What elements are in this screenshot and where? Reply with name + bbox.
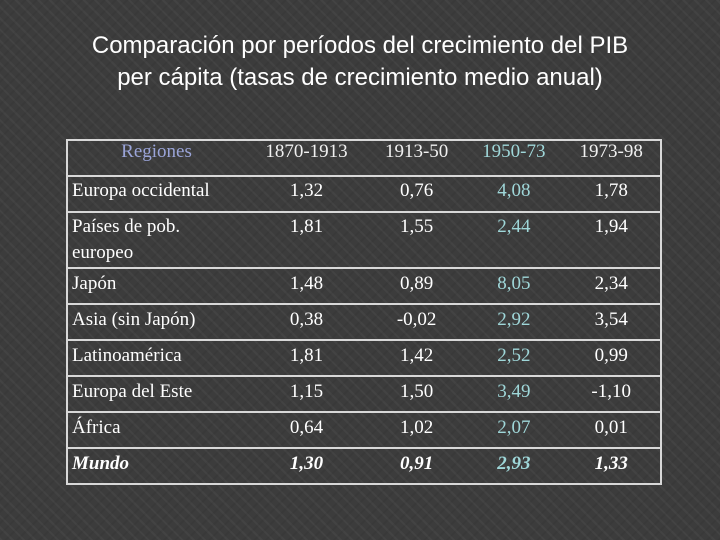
region-cell: Europa del Este (67, 376, 245, 413)
region-cell: Países de pob. europeo (67, 212, 245, 269)
region-cell: Asia (sin Japón) (67, 304, 245, 341)
header-regions: Regiones (67, 140, 245, 177)
value-cell: 1,32 (245, 176, 369, 213)
value-cell: -0,02 (368, 304, 466, 341)
value-cell: 1,78 (562, 176, 661, 213)
value-cell: 4,08 (465, 176, 563, 213)
value-cell: 3,49 (465, 376, 563, 413)
table-row: Latinoamérica 1,81 1,42 2,52 0,99 (67, 340, 661, 377)
value-cell: 2,92 (465, 304, 563, 341)
value-cell: 1,30 (289, 453, 324, 474)
value-cell: -1,10 (562, 376, 661, 413)
value-cell: 1,50 (368, 376, 466, 413)
value-cell: 0,64 (245, 412, 369, 449)
value-cell: 2,52 (465, 340, 563, 377)
slide-title: Comparación por períodos del crecimiento… (0, 30, 720, 94)
value-cell: 0,76 (368, 176, 466, 213)
header-period-1913-50: 1913-50 (368, 140, 466, 177)
value-cell: 1,33 (594, 453, 628, 474)
table-row: África 0,64 1,02 2,07 0,01 (67, 412, 661, 449)
region-cell: Mundo (72, 453, 130, 474)
region-cell: Europa occidental (67, 176, 245, 213)
value-cell: 1,81 (245, 340, 369, 377)
table-row-world-total: Mundo 1,30 0,91 2,93 1,33 (67, 448, 661, 484)
table-row: Japón 1,48 0,89 8,05 2,34 (67, 268, 661, 305)
header-period-1973-98: 1973-98 (562, 140, 661, 177)
value-cell: 1,02 (368, 412, 466, 449)
value-cell: 0,89 (368, 268, 466, 305)
growth-table: Regiones 1870-1913 1913-50 1950-73 1973-… (66, 139, 662, 485)
header-period-1950-73: 1950-73 (465, 140, 563, 177)
value-cell: 0,38 (245, 304, 369, 341)
value-cell: 8,05 (465, 268, 563, 305)
value-cell: 1,48 (245, 268, 369, 305)
value-cell: 1,15 (245, 376, 369, 413)
header-period-1870-1913: 1870-1913 (245, 140, 369, 177)
value-cell: 2,93 (497, 453, 531, 474)
value-cell: 1,81 (245, 212, 369, 269)
value-cell: 2,07 (465, 412, 563, 449)
value-cell: 2,34 (562, 268, 661, 305)
table-row: Asia (sin Japón) 0,38 -0,02 2,92 3,54 (67, 304, 661, 341)
region-cell: Latinoamérica (67, 340, 245, 377)
region-cell: Japón (67, 268, 245, 305)
value-cell: 0,99 (562, 340, 661, 377)
value-cell: 1,42 (368, 340, 466, 377)
value-cell: 2,44 (465, 212, 563, 269)
region-cell: África (67, 412, 245, 449)
value-cell: 0,01 (562, 412, 661, 449)
value-cell: 0,91 (400, 453, 434, 474)
value-cell: 1,94 (562, 212, 661, 269)
value-cell: 3,54 (562, 304, 661, 341)
table-row: Países de pob. europeo 1,81 1,55 2,44 1,… (67, 212, 661, 269)
title-line-1: Comparación por períodos del crecimiento… (91, 32, 629, 59)
table-row: Europa del Este 1,15 1,50 3,49 -1,10 (67, 376, 661, 413)
table-row: Europa occidental 1,32 0,76 4,08 1,78 (67, 176, 661, 213)
title-line-2: per cápita (tasas de crecimiento medio a… (117, 64, 603, 91)
table-header-row: Regiones 1870-1913 1913-50 1950-73 1973-… (67, 140, 661, 177)
value-cell: 1,55 (368, 212, 466, 269)
